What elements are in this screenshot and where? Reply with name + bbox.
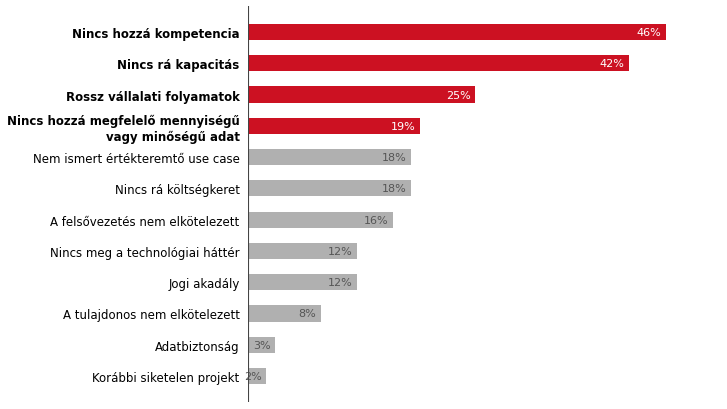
Bar xyxy=(248,181,411,197)
Text: 42%: 42% xyxy=(600,59,624,69)
Text: 25%: 25% xyxy=(446,90,470,100)
Text: 18%: 18% xyxy=(382,153,407,163)
Bar xyxy=(248,25,666,41)
Bar xyxy=(248,306,321,322)
Bar xyxy=(248,274,357,290)
Bar xyxy=(248,243,357,259)
Bar xyxy=(248,212,393,228)
Bar xyxy=(248,368,266,384)
Text: 3%: 3% xyxy=(253,340,270,350)
Text: 12%: 12% xyxy=(328,277,353,288)
Bar xyxy=(248,119,420,135)
Bar xyxy=(248,337,276,353)
Bar xyxy=(248,150,411,166)
Text: 46%: 46% xyxy=(636,28,661,38)
Text: 19%: 19% xyxy=(391,121,416,132)
Text: 12%: 12% xyxy=(328,246,353,256)
Bar xyxy=(248,56,630,72)
Bar xyxy=(248,87,475,103)
Text: 18%: 18% xyxy=(382,184,407,194)
Text: 8%: 8% xyxy=(298,309,316,319)
Text: 2%: 2% xyxy=(244,371,262,381)
Text: 16%: 16% xyxy=(364,215,389,225)
